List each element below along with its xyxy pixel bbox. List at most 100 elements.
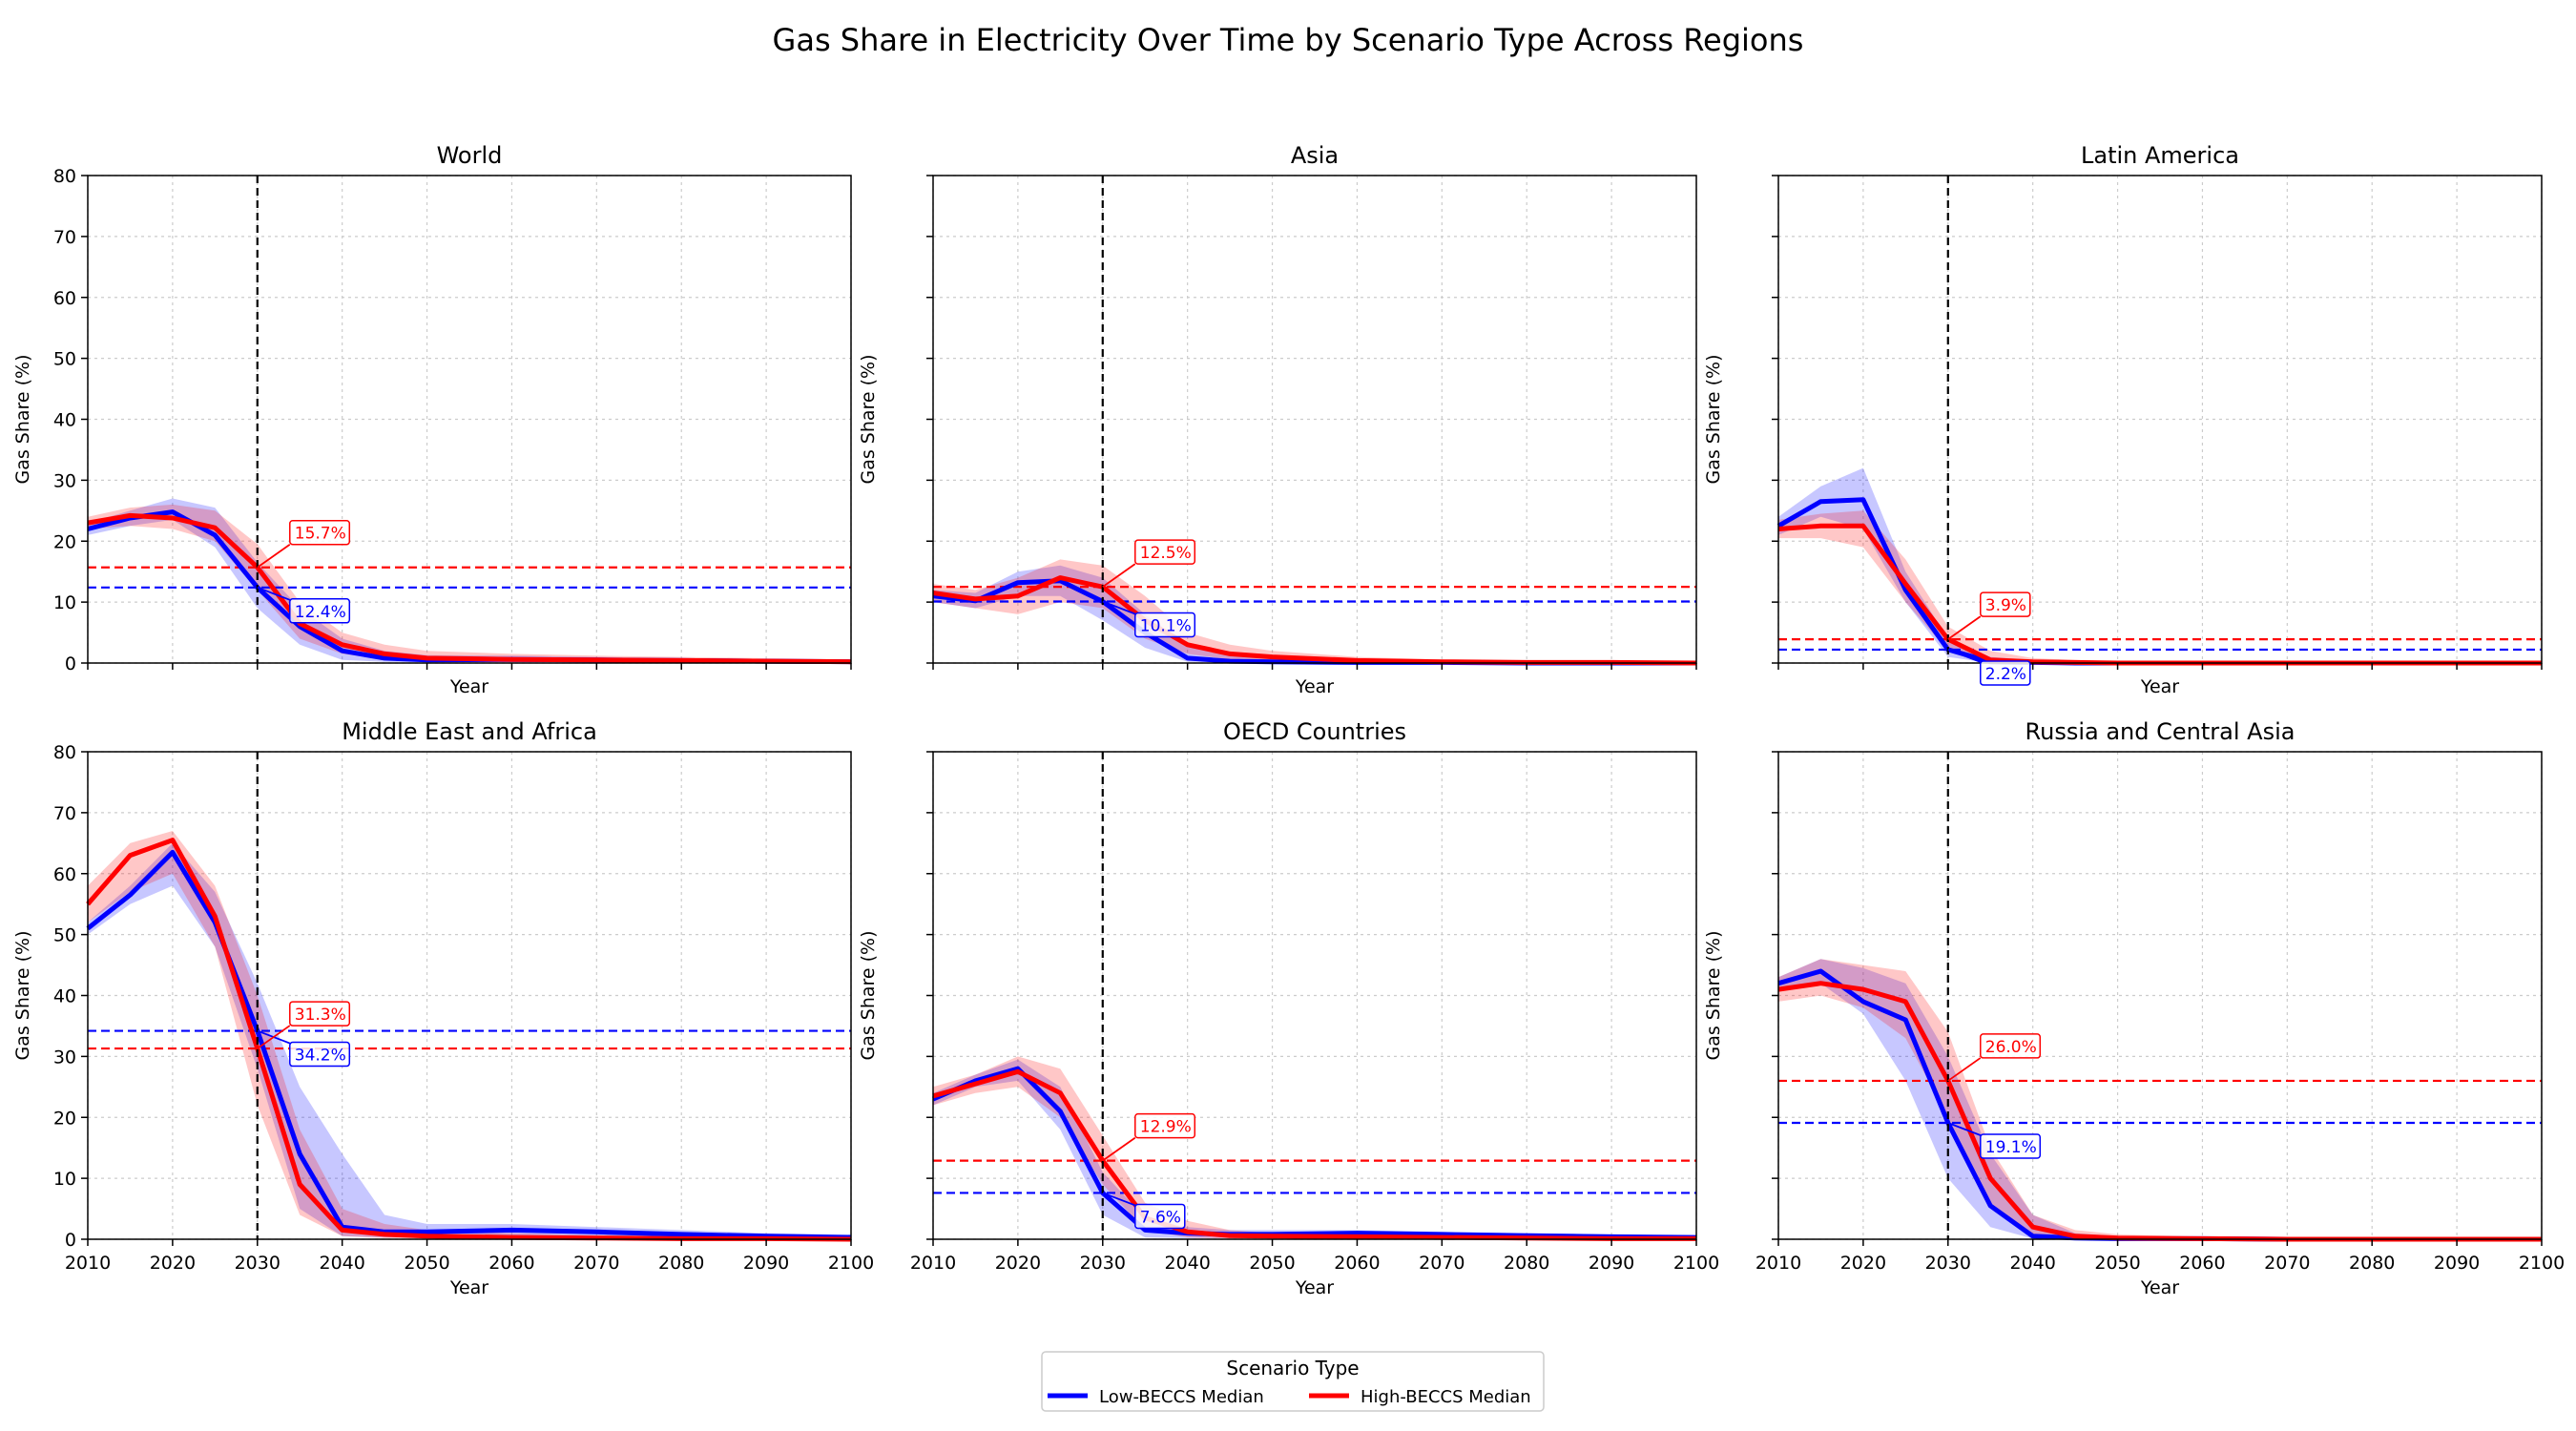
high-beccs-annotation-label: 12.5% xyxy=(1140,544,1192,563)
y-tick-label: 60 xyxy=(53,864,76,885)
panel-title: Russia and Central Asia xyxy=(2025,718,2296,745)
low-beccs-annotation-arrow xyxy=(1102,600,1136,615)
low-beccs-annotation-box xyxy=(289,1041,351,1068)
low-beccs-annotation-label: 12.4% xyxy=(295,603,346,622)
x-tick-label: 2070 xyxy=(573,1253,619,1274)
low-beccs-range-band xyxy=(933,1059,1696,1239)
high-beccs-annotation-arrow xyxy=(257,543,291,569)
x-tick-label: 2060 xyxy=(2179,1253,2225,1274)
legend-title: Scenario Type xyxy=(1226,1357,1359,1379)
high-beccs-annotation-arrow xyxy=(1102,563,1136,588)
panel-title: OECD Countries xyxy=(1223,718,1406,745)
y-tick-label: 20 xyxy=(53,1108,76,1129)
x-tick-label: 2070 xyxy=(1419,1253,1465,1274)
x-tick-label: 2090 xyxy=(743,1253,789,1274)
high-beccs-annotation-box xyxy=(1134,1112,1196,1139)
x-tick-label: 2010 xyxy=(65,1253,111,1274)
x-tick-label: 2010 xyxy=(910,1253,956,1274)
x-tick-label: 2100 xyxy=(1673,1253,1719,1274)
panel-latin-america: Latin America Year Gas Share (%) 2.2% 3.9% xyxy=(1703,142,2543,697)
x-tick-label: 2090 xyxy=(2434,1253,2480,1274)
y-tick-label: 40 xyxy=(53,410,76,431)
high-beccs-range-band xyxy=(933,1056,1696,1239)
y-tick-label: 60 xyxy=(53,288,76,309)
x-axis-label: Year xyxy=(1295,1277,1334,1298)
y-tick-label: 0 xyxy=(65,1230,76,1251)
y-axis-label: Gas Share (%) xyxy=(858,930,879,1060)
high-beccs-annotation-arrow xyxy=(257,1025,291,1049)
high-beccs-median-line xyxy=(87,512,852,665)
low-beccs-median-line xyxy=(86,849,852,1240)
panel-title: Asia xyxy=(1291,142,1339,169)
high-beccs-annotation-box xyxy=(1980,1033,2042,1059)
panel-oecd-countries: 2010 2020 2030 2040 2050 2060 2070 2080 2090 2100… xyxy=(858,718,1719,1298)
x-axis-label: Year xyxy=(449,1277,488,1298)
y-axis-label: Gas Share (%) xyxy=(12,930,33,1060)
x-axis-label: Year xyxy=(449,676,488,697)
x-axis-label: Year xyxy=(1295,676,1334,697)
low-beccs-annotation-box xyxy=(1980,660,2031,686)
high-beccs-annotation-label: 15.7% xyxy=(295,525,346,544)
y-tick-label: 80 xyxy=(53,742,76,763)
high-beccs-annotation-label: 31.3% xyxy=(295,1006,346,1025)
x-tick-label: 2080 xyxy=(1504,1253,1549,1274)
low-beccs-range-band xyxy=(88,498,851,663)
x-tick-label: 2020 xyxy=(1840,1253,1886,1274)
x-tick-label: 2090 xyxy=(1589,1253,1634,1274)
x-tick-label: 2070 xyxy=(2264,1253,2310,1274)
high-beccs-annotation-arrow xyxy=(1947,615,1982,640)
legend-label-low-beccs: Low-BECCS Median xyxy=(1099,1387,1264,1407)
y-tick-label: 70 xyxy=(53,803,76,824)
high-beccs-annotation-box xyxy=(1980,591,2031,617)
y-axis-label: Gas Share (%) xyxy=(858,354,879,484)
high-beccs-range-band xyxy=(1778,959,2542,1239)
y-tick-label: 80 xyxy=(53,166,76,187)
high-beccs-range-band xyxy=(88,831,851,1239)
figure-title: Gas Share in Electricity Over Time by Sc… xyxy=(773,22,1804,58)
low-beccs-annotation-label: 10.1% xyxy=(1140,616,1192,635)
x-tick-label: 2020 xyxy=(150,1253,196,1274)
low-beccs-annotation-label: 2.2% xyxy=(1985,665,2026,684)
x-tick-label: 2050 xyxy=(404,1253,449,1274)
x-tick-label: 2040 xyxy=(1164,1253,1210,1274)
low-beccs-annotation-arrow xyxy=(1947,1122,1982,1136)
high-beccs-annotation-arrow xyxy=(1947,1057,1982,1082)
low-beccs-annotation-box xyxy=(1980,1133,2042,1159)
x-tick-label: 2060 xyxy=(488,1253,534,1274)
low-beccs-annotation-box xyxy=(1134,612,1196,638)
y-tick-label: 70 xyxy=(53,227,76,248)
low-beccs-annotation-arrow xyxy=(257,586,291,601)
panel-middle-east-and-africa: 2010 2020 2030 2040 2050 2060 2070 2080 2090 2100… xyxy=(12,718,874,1298)
x-tick-label: 2080 xyxy=(2349,1253,2395,1274)
high-beccs-annotation-box xyxy=(1134,539,1196,565)
y-tick-label: 30 xyxy=(53,470,76,491)
high-beccs-range-band xyxy=(88,504,851,663)
low-beccs-range-band xyxy=(1778,467,2542,663)
y-tick-label: 10 xyxy=(53,592,76,613)
x-tick-label: 2100 xyxy=(2519,1253,2565,1274)
legend-label-high-beccs: High-BECCS Median xyxy=(1361,1387,1531,1407)
legend-frame xyxy=(1041,1351,1545,1412)
low-beccs-range-band xyxy=(88,842,851,1239)
legend: Scenario Type Low-BECCS Median High-BECC… xyxy=(1041,1351,1545,1412)
high-beccs-annotation-box xyxy=(289,519,351,546)
y-tick-label: 50 xyxy=(53,349,76,370)
x-tick-label: 2010 xyxy=(1755,1253,1801,1274)
x-tick-label: 2100 xyxy=(828,1253,874,1274)
y-tick-label: 30 xyxy=(53,1047,76,1068)
y-tick-label: 50 xyxy=(53,925,76,946)
x-tick-label: 2020 xyxy=(995,1253,1041,1274)
x-tick-label: 2040 xyxy=(2009,1253,2055,1274)
panel-title: World xyxy=(437,142,503,169)
panel-title: Latin America xyxy=(2081,142,2239,169)
panel-world: 0 10 20 30 40 50 60 70 80 World Year Gas Share (%) 1… xyxy=(12,142,852,697)
low-beccs-annotation-label: 34.2% xyxy=(295,1047,346,1066)
y-axis-label: Gas Share (%) xyxy=(1703,930,1724,1060)
y-axis-label: Gas Share (%) xyxy=(1703,354,1724,484)
low-beccs-annotation-box xyxy=(289,598,351,624)
x-tick-label: 2080 xyxy=(658,1253,704,1274)
y-axis-label: Gas Share (%) xyxy=(12,354,33,484)
x-tick-label: 2030 xyxy=(1925,1253,1971,1274)
x-tick-label: 2060 xyxy=(1334,1253,1380,1274)
